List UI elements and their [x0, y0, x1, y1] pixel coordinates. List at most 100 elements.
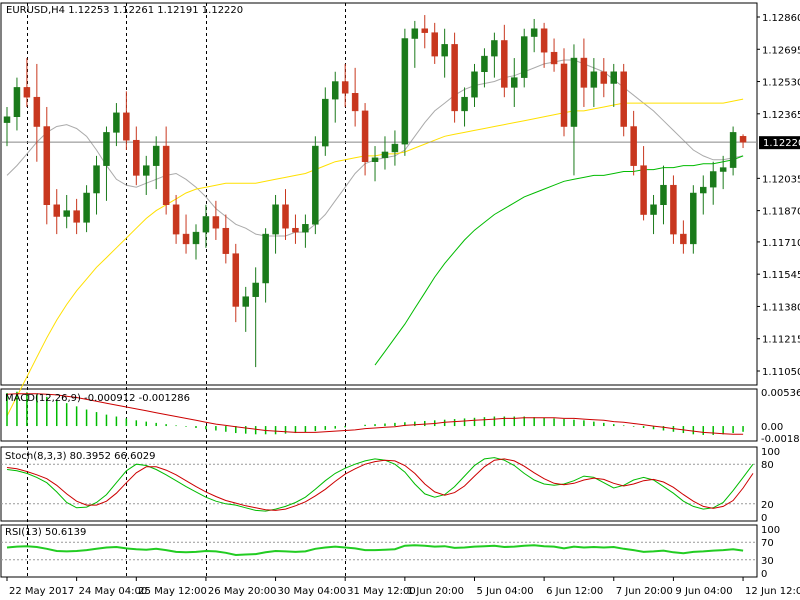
candle[interactable] [13, 77, 21, 131]
candle[interactable] [302, 214, 309, 248]
candle[interactable] [580, 38, 588, 107]
candle[interactable] [570, 44, 578, 176]
candle[interactable] [123, 91, 130, 150]
candle[interactable] [232, 243, 240, 323]
candle[interactable] [550, 38, 558, 72]
candle[interactable] [212, 200, 220, 240]
macd-tick-label: 0.00 [761, 422, 783, 433]
candle[interactable] [3, 106, 11, 147]
candle[interactable] [391, 130, 399, 166]
candle[interactable] [192, 224, 200, 260]
candle[interactable] [411, 20, 419, 68]
candle[interactable] [252, 267, 259, 368]
candle-body [421, 28, 429, 33]
candle[interactable] [491, 32, 498, 78]
candle-body [292, 227, 299, 233]
price-tick-label: 1.11545 [762, 270, 800, 281]
candle[interactable] [431, 22, 438, 64]
candle[interactable] [341, 63, 349, 107]
candle-body [680, 233, 687, 245]
candle-body [491, 40, 498, 57]
candle[interactable] [630, 110, 637, 176]
candle-body [550, 51, 558, 65]
candle[interactable] [501, 24, 508, 98]
candle[interactable] [700, 175, 707, 215]
candle[interactable] [172, 194, 180, 244]
candle[interactable] [23, 58, 31, 107]
candle[interactable] [312, 136, 319, 235]
candle[interactable] [729, 126, 737, 176]
candle[interactable] [152, 136, 160, 190]
candle[interactable] [53, 189, 60, 235]
candle[interactable] [322, 87, 329, 156]
candle[interactable] [381, 136, 389, 170]
candle[interactable] [351, 67, 359, 127]
candle[interactable] [670, 175, 677, 244]
candle[interactable] [540, 22, 548, 68]
candle-body [670, 184, 677, 235]
candle[interactable] [43, 106, 51, 225]
candle[interactable] [33, 63, 41, 162]
candle[interactable] [361, 103, 369, 176]
candle[interactable] [530, 18, 538, 53]
candle[interactable] [202, 204, 210, 248]
candle[interactable] [262, 228, 269, 303]
candle[interactable] [371, 146, 379, 182]
candle[interactable] [451, 32, 458, 123]
candle[interactable] [640, 146, 647, 221]
candle-body [391, 143, 399, 153]
candle[interactable] [272, 194, 279, 254]
candle[interactable] [182, 214, 190, 254]
candle[interactable] [282, 189, 289, 240]
candle-body [63, 210, 70, 217]
candle[interactable] [331, 71, 339, 123]
candle-body [351, 93, 359, 112]
candle[interactable] [113, 103, 120, 147]
candle[interactable] [63, 194, 70, 229]
candle[interactable] [242, 286, 249, 332]
pane-frame-rsi [0, 524, 758, 578]
candle[interactable] [620, 63, 627, 137]
candle[interactable] [93, 155, 100, 215]
candle[interactable] [461, 87, 468, 127]
candle[interactable] [590, 58, 598, 107]
candle[interactable] [600, 58, 608, 98]
candle[interactable] [143, 155, 150, 195]
candle[interactable] [73, 198, 80, 235]
candle[interactable] [133, 126, 140, 186]
candle[interactable] [481, 48, 488, 88]
candle-body [650, 204, 657, 215]
candle-body [640, 165, 647, 215]
candle[interactable] [162, 126, 170, 215]
candle[interactable] [650, 194, 657, 235]
candle-body [381, 151, 389, 159]
candle[interactable] [222, 214, 230, 264]
candle-body [709, 171, 717, 188]
candle[interactable] [680, 220, 687, 254]
candle-body [600, 71, 608, 84]
macd-tick-label: 0.005362 [761, 388, 800, 399]
candle[interactable] [421, 15, 429, 49]
candle[interactable] [401, 28, 409, 156]
ma-slow-line [374, 155, 744, 366]
candle[interactable] [441, 28, 448, 78]
candle-body [23, 87, 31, 98]
candle[interactable] [511, 58, 518, 107]
candle[interactable] [709, 161, 717, 205]
candle[interactable] [610, 63, 617, 107]
candle[interactable] [292, 214, 299, 244]
candle[interactable] [471, 63, 478, 107]
candle[interactable] [719, 155, 727, 190]
candle[interactable] [83, 185, 90, 233]
candle-body [331, 81, 339, 100]
candle[interactable] [520, 28, 528, 88]
candle-body [3, 116, 11, 123]
candle-body [729, 132, 737, 168]
candle[interactable] [690, 185, 697, 254]
candle[interactable] [739, 134, 747, 149]
candle[interactable] [103, 126, 110, 201]
candle[interactable] [560, 48, 568, 137]
candle-body [700, 186, 707, 194]
candle[interactable] [660, 165, 667, 225]
